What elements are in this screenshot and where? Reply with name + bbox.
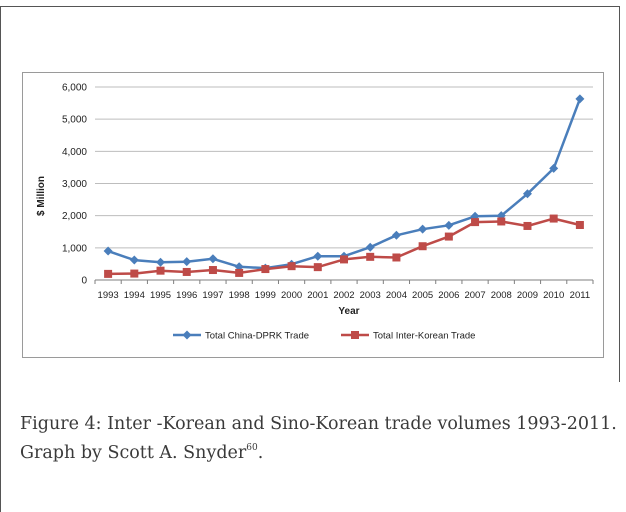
y-axis-label: $ Million — [36, 176, 47, 216]
figure-caption: Figure 4: Inter -Korean and Sino-Korean … — [20, 410, 618, 468]
data-point-diamond — [522, 189, 532, 199]
data-point-square — [104, 269, 113, 278]
data-point-square — [392, 253, 401, 262]
y-tick-label: 5,000 — [62, 115, 87, 126]
frame-left-border — [0, 6, 1, 512]
x-tick-label: 1995 — [150, 290, 171, 301]
data-point-diamond — [129, 255, 139, 265]
data-point-square — [208, 266, 217, 275]
data-point-square — [313, 263, 322, 272]
x-tick-label: 1994 — [124, 290, 145, 301]
data-point-square — [523, 221, 532, 230]
x-axis-label: Year — [338, 306, 359, 317]
x-tick-label: 2006 — [438, 290, 459, 301]
data-point-diamond — [391, 230, 401, 240]
y-tick-label: 1,000 — [62, 243, 87, 254]
data-point-square — [366, 252, 375, 261]
data-point-diamond — [365, 242, 375, 252]
x-tick-label: 2009 — [517, 290, 538, 301]
series-line-1 — [108, 217, 581, 276]
data-point-square — [418, 242, 427, 251]
y-tick-label: 2,000 — [62, 211, 87, 222]
y-tick-label: 4,000 — [62, 147, 87, 158]
data-point-diamond — [182, 257, 192, 267]
x-tick-label: 2008 — [491, 290, 512, 301]
y-tick-label: 0 — [81, 276, 87, 287]
data-point-square — [261, 265, 270, 274]
x-tick-label: 2004 — [386, 290, 407, 301]
data-point-diamond — [313, 251, 323, 261]
data-point-square — [575, 220, 584, 229]
data-point-diamond — [549, 163, 559, 173]
x-tick-label: 2005 — [412, 290, 433, 301]
data-point-square — [471, 218, 480, 227]
data-point-square — [549, 214, 558, 223]
gridlines — [95, 86, 593, 281]
series-lines — [103, 94, 585, 278]
data-point-diamond — [103, 246, 113, 256]
data-point-square — [287, 262, 296, 271]
x-tick-label: 2001 — [307, 290, 328, 301]
legend-marker-square — [351, 331, 359, 339]
x-tick-label: 2002 — [333, 290, 354, 301]
data-point-diamond — [156, 257, 166, 267]
x-tick-label: 1997 — [202, 290, 223, 301]
data-point-square — [156, 266, 165, 275]
x-tick-label: 1993 — [98, 290, 119, 301]
legend: Total China-DPRK Trade Total Inter-Korean… — [173, 330, 475, 342]
x-tick-label: 1996 — [176, 290, 197, 301]
frame-top-border — [0, 6, 620, 7]
x-tick-label: 1998 — [229, 290, 250, 301]
legend-label: Total China-DPRK Trade — [205, 331, 309, 342]
line-chart: 0 1,000 2,000 3,000 4,000 5,000 6,000 1993 1994 1… — [36, 83, 594, 342]
caption-text: Figure 4: Inter -Korean and Sino-Korean … — [20, 414, 617, 463]
legend-marker-diamond — [182, 330, 192, 340]
footnote-reference[interactable]: 60 — [246, 443, 258, 453]
data-point-square — [340, 255, 348, 264]
data-point-diamond — [418, 224, 428, 234]
frame-right-border — [619, 6, 620, 382]
x-tick-label: 1999 — [255, 290, 276, 301]
data-point-diamond — [444, 220, 454, 230]
legend-label: Total Inter-Korean Trade — [373, 331, 475, 342]
data-point-square — [130, 269, 139, 278]
data-point-square — [235, 268, 244, 277]
x-tick-label: 2007 — [464, 290, 485, 301]
x-tick-label: 2010 — [543, 290, 564, 301]
caption-end: . — [257, 443, 264, 463]
data-point-square — [497, 217, 506, 226]
y-tick-label: 6,000 — [62, 83, 87, 94]
axes: 0 1,000 2,000 3,000 4,000 5,000 6,000 1993 1994 1… — [62, 83, 594, 301]
data-point-diamond — [575, 94, 585, 104]
data-point-square — [182, 267, 191, 276]
chart-container: 0 1,000 2,000 3,000 4,000 5,000 6,000 1993 1994 1… — [22, 72, 604, 358]
x-tick-label: 2003 — [360, 290, 381, 301]
x-tick-label: 2011 — [570, 290, 590, 301]
y-tick-label: 3,000 — [62, 179, 87, 190]
data-point-diamond — [208, 254, 218, 264]
data-point-square — [444, 232, 453, 241]
x-tick-label: 2000 — [281, 290, 302, 301]
